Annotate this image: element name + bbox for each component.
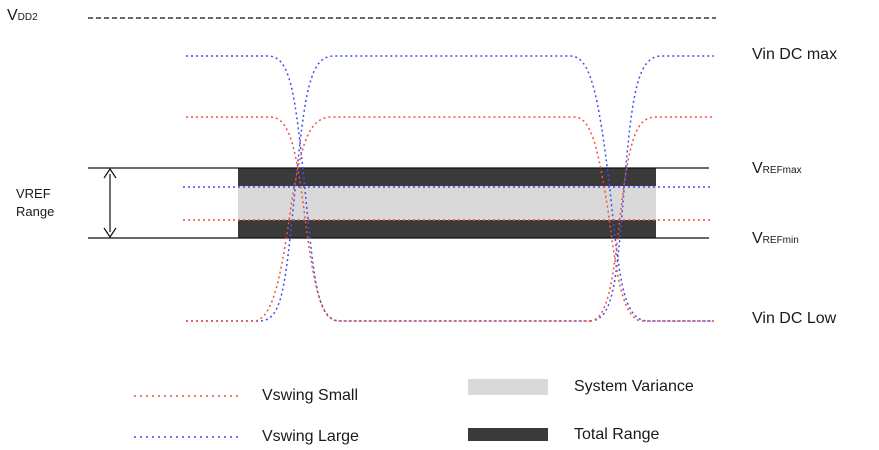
vswing-small-wave-rising (186, 116, 714, 322)
vswing-large-wave-rising (186, 55, 714, 322)
legend-vswing-large-label: Vswing Large (262, 428, 359, 445)
vswing-small-wave-rising-2 (589, 116, 714, 322)
vref-range-label-line2: Range (16, 204, 55, 219)
system-variance-band (238, 186, 656, 220)
legend-total-range-swatch (468, 428, 548, 441)
vref-min-label: VREFmin (752, 230, 799, 247)
legend-total-range-label: Total Range (574, 426, 660, 443)
vdd2-label: VDD2 (7, 7, 38, 24)
vin-dc-max-label: Vin DC max (752, 46, 838, 63)
legend-system-variance-swatch (468, 379, 548, 395)
vref-max-label: VREFmax (752, 160, 802, 177)
legend-system-variance-label: System Variance (574, 378, 694, 395)
vref-range-arrowhead-bottom (103, 227, 117, 239)
vref-range-arrowhead-top (103, 167, 117, 179)
vref-range-label-line1: VREF (16, 186, 51, 201)
vin-dc-low-label: Vin DC Low (752, 310, 837, 327)
vswing-large-wave-rising-2 (589, 55, 714, 322)
legend-vswing-small-label: Vswing Small (262, 387, 359, 404)
